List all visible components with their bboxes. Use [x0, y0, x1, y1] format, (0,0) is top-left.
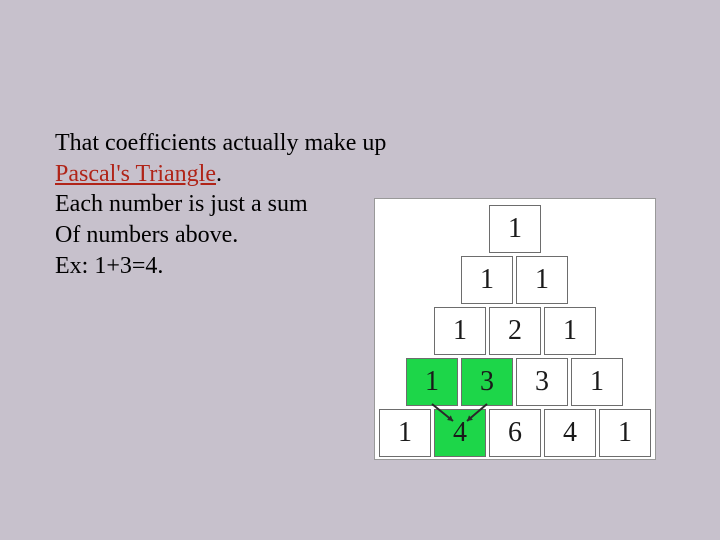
text-line-1: That coefficients actually make up	[55, 128, 475, 159]
triangle-cell: 1	[489, 205, 541, 253]
pascals-triangle-figure: 111121133114641	[374, 198, 656, 460]
text-line-2: Pascal's Triangle.	[55, 159, 475, 190]
pascals-triangle-term: Pascal's Triangle	[55, 161, 216, 187]
triangle-grid: 111121133114641	[375, 199, 655, 459]
triangle-cell: 3	[461, 358, 513, 406]
triangle-cell: 4	[434, 409, 486, 457]
triangle-cell: 1	[406, 358, 458, 406]
triangle-cell: 1	[516, 256, 568, 304]
triangle-cell: 1	[434, 307, 486, 355]
triangle-cell: 3	[516, 358, 568, 406]
text-line-2-period: .	[216, 161, 222, 187]
triangle-cell: 4	[544, 409, 596, 457]
triangle-cell: 1	[571, 358, 623, 406]
triangle-cell: 1	[544, 307, 596, 355]
triangle-cell: 1	[461, 256, 513, 304]
triangle-cell: 2	[489, 307, 541, 355]
triangle-cell: 6	[489, 409, 541, 457]
triangle-cell: 1	[379, 409, 431, 457]
triangle-cell: 1	[599, 409, 651, 457]
slide: That coefficients actually make up Pasca…	[0, 0, 720, 540]
